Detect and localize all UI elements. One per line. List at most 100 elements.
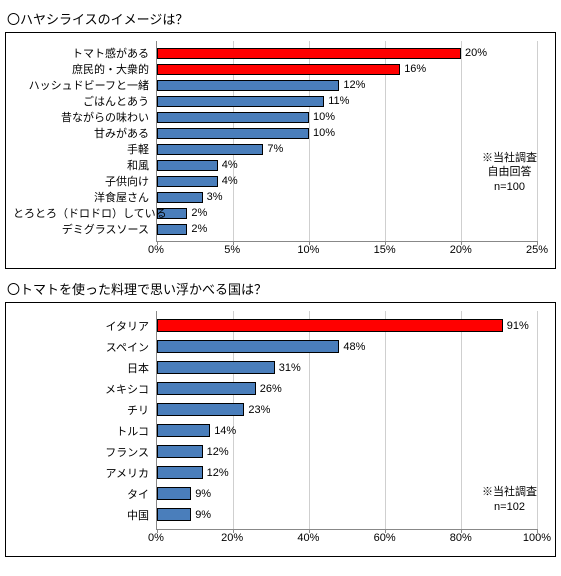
chart2-border: イタリア91%スペイン48%日本31%メキシコ26%チリ23%トルコ14%フラン… — [5, 302, 556, 557]
chart1-plot: トマト感がある20%庶民的・大衆的16%ハッシュドビーフと一緒12%ごはんとあう… — [156, 41, 537, 242]
chart1-x-axis: 0%5%10%15%20%25% — [156, 244, 537, 262]
bar-row: トマト感がある20% — [157, 45, 537, 61]
x-tick-label: 20% — [221, 532, 243, 544]
grid-line — [537, 311, 538, 529]
bar — [157, 64, 400, 75]
bar — [157, 382, 256, 395]
bar-row: ごはんとあう11% — [157, 93, 537, 109]
bar-row: 甘みがある10% — [157, 125, 537, 141]
chart1-title: 〇ハヤシライスのイメージは？ — [7, 9, 556, 28]
bar-value: 23% — [248, 404, 270, 416]
bar-label: イタリア — [13, 318, 153, 334]
bar — [157, 508, 191, 521]
bar-value: 2% — [191, 207, 207, 219]
bar-row: 子供向け4% — [157, 173, 537, 189]
bar-label: 庶民的・大衆的 — [13, 61, 153, 77]
bar-row: トルコ14% — [157, 420, 537, 441]
bar-value: 20% — [465, 47, 487, 59]
bar-value: 91% — [507, 320, 529, 332]
bar-value: 7% — [267, 143, 283, 155]
bar — [157, 466, 203, 479]
bar-value: 16% — [404, 63, 426, 75]
x-tick-label: 15% — [374, 244, 396, 256]
bar-value: 3% — [207, 191, 223, 203]
x-tick-label: 100% — [523, 532, 551, 544]
bar-label: スペイン — [13, 339, 153, 355]
bar — [157, 192, 203, 203]
bar — [157, 224, 187, 235]
chart1-area: トマト感がある20%庶民的・大衆的16%ハッシュドビーフと一緒12%ごはんとあう… — [156, 41, 537, 262]
bar-value: 4% — [222, 175, 238, 187]
x-tick-label: 10% — [297, 244, 319, 256]
bar-row: ハッシュドビーフと一緒12% — [157, 77, 537, 93]
bar-value: 10% — [313, 111, 335, 123]
bar-label: デミグラスソース — [13, 221, 153, 237]
bar-value: 12% — [343, 79, 365, 91]
bar-value: 9% — [195, 488, 211, 500]
bar-row: とろとろ（ドロドロ）している2% — [157, 205, 537, 221]
bar-value: 48% — [343, 341, 365, 353]
bar-label: 昔ながらの味わい — [13, 109, 153, 125]
x-tick-label: 25% — [526, 244, 548, 256]
bar — [157, 96, 324, 107]
x-tick-label: 5% — [224, 244, 240, 256]
bar-label: タイ — [13, 486, 153, 502]
bar-row: イタリア91% — [157, 315, 537, 336]
chart1-block: 〇ハヤシライスのイメージは？トマト感がある20%庶民的・大衆的16%ハッシュドビ… — [5, 9, 556, 269]
bar-row: 日本31% — [157, 357, 537, 378]
bar-label: メキシコ — [13, 381, 153, 397]
bar-row: メキシコ26% — [157, 378, 537, 399]
x-tick-label: 0% — [148, 244, 164, 256]
bar — [157, 445, 203, 458]
bar — [157, 80, 339, 91]
bar-value: 31% — [279, 362, 301, 374]
bar-label: 洋食屋さん — [13, 189, 153, 205]
bar-label: 日本 — [13, 360, 153, 376]
bar-row: 庶民的・大衆的16% — [157, 61, 537, 77]
bar — [157, 424, 210, 437]
bar-value: 4% — [222, 159, 238, 171]
bar — [157, 144, 263, 155]
bar — [157, 361, 275, 374]
bar-label: 中国 — [13, 507, 153, 523]
bar-label: 手軽 — [13, 141, 153, 157]
bar-row: 中国9% — [157, 504, 537, 525]
bar — [157, 128, 309, 139]
chart2-area: イタリア91%スペイン48%日本31%メキシコ26%チリ23%トルコ14%フラン… — [156, 311, 537, 550]
grid-line — [537, 41, 538, 241]
chart2-x-axis: 0%20%40%60%80%100% — [156, 532, 537, 550]
bar — [157, 176, 218, 187]
bar-label: 子供向け — [13, 173, 153, 189]
bar — [157, 160, 218, 171]
chart1-border: トマト感がある20%庶民的・大衆的16%ハッシュドビーフと一緒12%ごはんとあう… — [5, 32, 556, 269]
bar-label: フランス — [13, 444, 153, 460]
bar — [157, 340, 339, 353]
bar-label: ハッシュドビーフと一緒 — [13, 77, 153, 93]
bar-label: アメリカ — [13, 465, 153, 481]
bar-row: 手軽7% — [157, 141, 537, 157]
bar-value: 11% — [328, 95, 349, 107]
chart2-title: 〇トマトを使った料理で思い浮かべる国は？ — [7, 279, 556, 298]
bar-label: ごはんとあう — [13, 93, 153, 109]
x-tick-label: 60% — [374, 532, 396, 544]
bar-row: スペイン48% — [157, 336, 537, 357]
chart2-block: 〇トマトを使った料理で思い浮かべる国は？イタリア91%スペイン48%日本31%メ… — [5, 279, 556, 557]
bar-label: とろとろ（ドロドロ）している — [13, 205, 153, 221]
bar-label: 和風 — [13, 157, 153, 173]
bar — [157, 48, 461, 59]
bar-value: 2% — [191, 223, 207, 235]
bar-row: 洋食屋さん3% — [157, 189, 537, 205]
x-tick-label: 20% — [450, 244, 472, 256]
bar-row: 昔ながらの味わい10% — [157, 109, 537, 125]
x-tick-label: 80% — [450, 532, 472, 544]
bar — [157, 319, 503, 332]
bar — [157, 403, 244, 416]
bar-label: チリ — [13, 402, 153, 418]
bar-row: タイ9% — [157, 483, 537, 504]
x-tick-label: 0% — [148, 532, 164, 544]
bar-row: チリ23% — [157, 399, 537, 420]
chart2-plot: イタリア91%スペイン48%日本31%メキシコ26%チリ23%トルコ14%フラン… — [156, 311, 537, 530]
bar — [157, 487, 191, 500]
bar-value: 9% — [195, 509, 211, 521]
bar-row: 和風4% — [157, 157, 537, 173]
